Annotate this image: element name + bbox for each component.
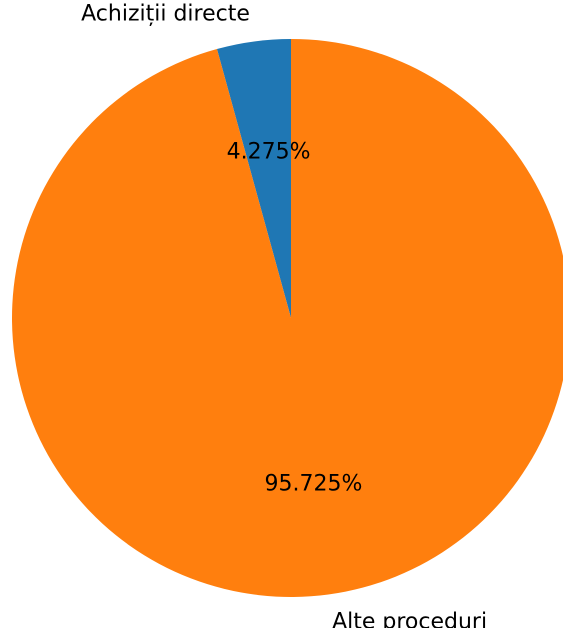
pie-slices: [12, 39, 563, 597]
pie-slice-label-2: Alte proceduri: [332, 610, 487, 628]
pie-slice-percent-2: 95.725%: [264, 471, 362, 496]
pie-slice-1: [216, 39, 291, 318]
pie-slice-percent-1: 4.275%: [227, 140, 311, 165]
pie-slice-2: [12, 39, 563, 597]
pie-slice-label-1: Achiziții directe: [81, 1, 250, 26]
pie-labels: Achiziții directe 4.275% Alte proceduri 95.…: [81, 1, 487, 632]
